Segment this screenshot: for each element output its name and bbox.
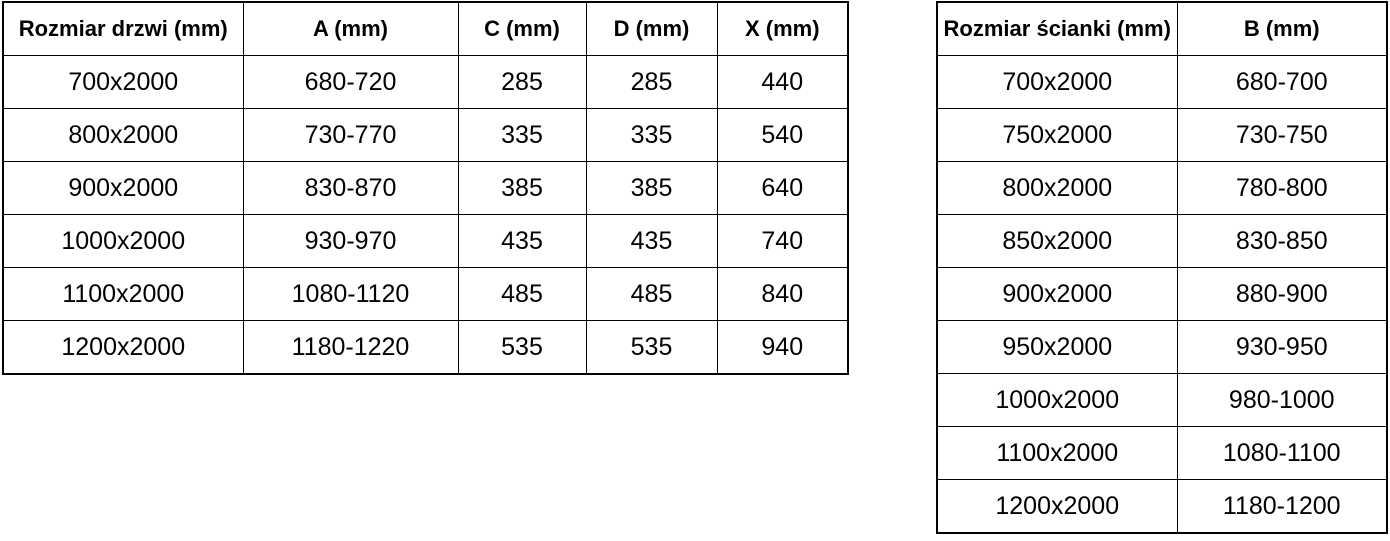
table-cell: 335 <box>585 108 718 162</box>
header-cell: Rozmiar ścianki (mm) <box>936 1 1178 56</box>
header-cell: A (mm) <box>242 1 459 56</box>
table-cell: 1100x2000 <box>2 267 244 321</box>
table-cell: 800x2000 <box>936 161 1178 215</box>
table-cell: 800x2000 <box>2 108 244 162</box>
table-cell: 880-900 <box>1176 267 1388 321</box>
table-cell: 440 <box>716 55 849 109</box>
table-cell: 950x2000 <box>936 320 1178 374</box>
table-cell: 740 <box>716 214 849 268</box>
table-row: 1100x2000 1080-1100 <box>936 426 1388 480</box>
table-row: 950x2000 930-950 <box>936 320 1388 374</box>
table-row: 900x2000 830-870 385 385 640 <box>2 161 849 215</box>
header-cell: Rozmiar drzwi (mm) <box>2 1 244 56</box>
table-row: 700x2000 680-720 285 285 440 <box>2 55 849 109</box>
table-row: 850x2000 830-850 <box>936 214 1388 268</box>
table-cell: 640 <box>716 161 849 215</box>
table-row: 750x2000 730-750 <box>936 108 1388 162</box>
table-row: 1200x2000 1180-1200 <box>936 479 1388 534</box>
table-cell: 1200x2000 <box>2 320 244 375</box>
wall-table-header-row: Rozmiar ścianki (mm) B (mm) <box>936 1 1388 56</box>
table-cell: 335 <box>457 108 587 162</box>
table-cell: 830-870 <box>242 161 459 215</box>
table-cell: 780-800 <box>1176 161 1388 215</box>
table-cell: 435 <box>585 214 718 268</box>
table-cell: 385 <box>457 161 587 215</box>
wall-size-table: Rozmiar ścianki (mm) B (mm) 700x2000 680-7… <box>936 1 1388 534</box>
table-cell: 680-700 <box>1176 55 1388 109</box>
table-row: 800x2000 730-770 335 335 540 <box>2 108 849 162</box>
table-cell: 900x2000 <box>2 161 244 215</box>
table-cell: 980-1000 <box>1176 373 1388 427</box>
table-cell: 900x2000 <box>936 267 1178 321</box>
table-cell: 1180-1220 <box>242 320 459 375</box>
table-cell: 930-950 <box>1176 320 1388 374</box>
table-cell: 1200x2000 <box>936 479 1178 534</box>
table-row: 1200x2000 1180-1220 535 535 940 <box>2 320 849 375</box>
table-cell: 285 <box>457 55 587 109</box>
table-cell: 840 <box>716 267 849 321</box>
table-cell: 285 <box>585 55 718 109</box>
table-cell: 435 <box>457 214 587 268</box>
table-cell: 750x2000 <box>936 108 1178 162</box>
door-table-header-row: Rozmiar drzwi (mm) A (mm) C (mm) D (mm) X (m… <box>2 1 849 56</box>
table-cell: 385 <box>585 161 718 215</box>
table-cell: 485 <box>585 267 718 321</box>
table-cell: 850x2000 <box>936 214 1178 268</box>
table-cell: 1000x2000 <box>2 214 244 268</box>
table-cell: 1080-1120 <box>242 267 459 321</box>
door-size-table: Rozmiar drzwi (mm) A (mm) C (mm) D (mm) X (m… <box>2 1 849 375</box>
table-cell: 1180-1200 <box>1176 479 1388 534</box>
table-row: 700x2000 680-700 <box>936 55 1388 109</box>
table-row: 900x2000 880-900 <box>936 267 1388 321</box>
header-cell: C (mm) <box>457 1 587 56</box>
table-cell: 730-750 <box>1176 108 1388 162</box>
table-cell: 930-970 <box>242 214 459 268</box>
table-cell: 485 <box>457 267 587 321</box>
header-cell: X (mm) <box>716 1 849 56</box>
table-row: 800x2000 780-800 <box>936 161 1388 215</box>
table-row: 1000x2000 930-970 435 435 740 <box>2 214 849 268</box>
table-cell: 730-770 <box>242 108 459 162</box>
table-cell: 1100x2000 <box>936 426 1178 480</box>
table-cell: 1000x2000 <box>936 373 1178 427</box>
table-cell: 940 <box>716 320 849 375</box>
table-row: 1000x2000 980-1000 <box>936 373 1388 427</box>
table-cell: 535 <box>457 320 587 375</box>
table-cell: 680-720 <box>242 55 459 109</box>
table-cell: 1080-1100 <box>1176 426 1388 480</box>
header-cell: B (mm) <box>1176 1 1388 56</box>
table-cell: 700x2000 <box>2 55 244 109</box>
table-cell: 700x2000 <box>936 55 1178 109</box>
table-cell: 540 <box>716 108 849 162</box>
table-cell: 830-850 <box>1176 214 1388 268</box>
table-cell: 535 <box>585 320 718 375</box>
header-cell: D (mm) <box>585 1 718 56</box>
table-row: 1100x2000 1080-1120 485 485 840 <box>2 267 849 321</box>
